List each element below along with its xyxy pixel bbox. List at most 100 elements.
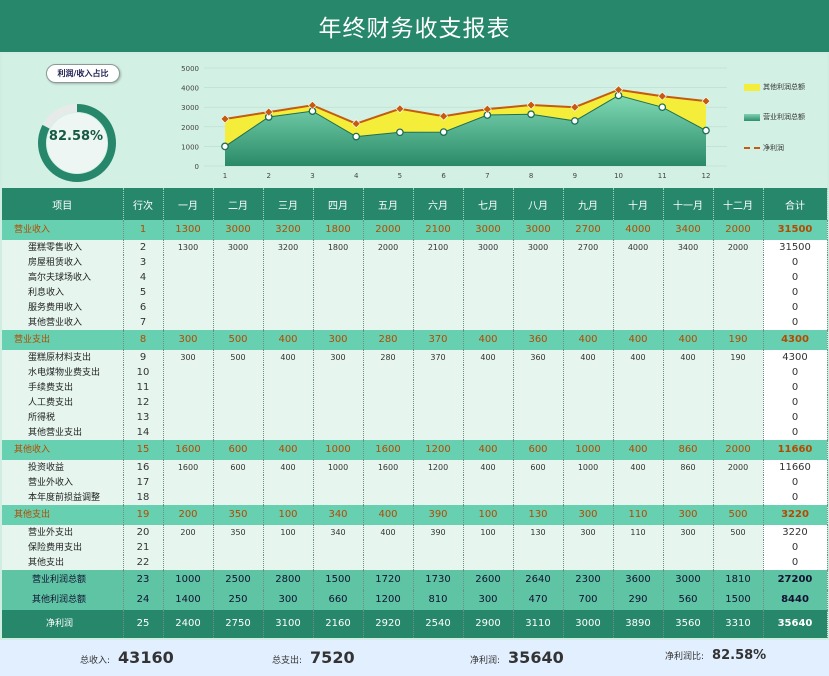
row-index[interactable]: 13 — [123, 410, 164, 425]
month-cell[interactable]: 110 — [613, 525, 664, 540]
month-cell[interactable]: 400 — [613, 350, 664, 365]
month-cell[interactable] — [213, 300, 264, 315]
row-index[interactable]: 19 — [123, 505, 164, 525]
month-cell[interactable] — [163, 410, 214, 425]
month-cell[interactable]: 100 — [463, 525, 514, 540]
month-cell[interactable]: 600 — [213, 460, 264, 475]
month-cell[interactable] — [363, 255, 414, 270]
month-cell[interactable] — [313, 540, 364, 555]
month-cell[interactable] — [263, 395, 314, 410]
month-cell[interactable]: 400 — [263, 330, 314, 350]
month-cell[interactable]: 1200 — [413, 440, 464, 460]
month-cell[interactable] — [513, 540, 564, 555]
row-label[interactable]: 营业外支出 — [2, 525, 124, 540]
month-cell[interactable]: 2000 — [363, 240, 414, 255]
ratio-button[interactable]: 利润/收入占比 — [46, 64, 120, 83]
month-cell[interactable] — [563, 425, 614, 440]
row-index[interactable]: 8 — [123, 330, 164, 350]
month-cell[interactable] — [263, 315, 314, 330]
month-cell[interactable] — [213, 555, 264, 570]
month-cell[interactable] — [613, 270, 664, 285]
month-cell[interactable]: 1600 — [163, 460, 214, 475]
row-label[interactable]: 投资收益 — [2, 460, 124, 475]
month-cell[interactable] — [363, 490, 414, 505]
month-cell[interactable] — [363, 395, 414, 410]
month-cell[interactable] — [713, 315, 764, 330]
month-cell[interactable] — [263, 490, 314, 505]
month-cell[interactable] — [663, 425, 714, 440]
month-cell[interactable] — [413, 285, 464, 300]
month-cell[interactable]: 2100 — [413, 240, 464, 255]
month-cell[interactable]: 1500 — [713, 590, 764, 610]
month-cell[interactable] — [463, 395, 514, 410]
month-cell[interactable] — [613, 425, 664, 440]
month-cell[interactable] — [463, 380, 514, 395]
month-cell[interactable]: 300 — [663, 525, 714, 540]
month-cell[interactable]: 1300 — [163, 240, 214, 255]
month-cell[interactable]: 100 — [263, 525, 314, 540]
month-cell[interactable] — [563, 555, 614, 570]
month-cell[interactable] — [513, 395, 564, 410]
month-cell[interactable]: 100 — [463, 505, 514, 525]
month-cell[interactable] — [313, 270, 364, 285]
month-cell[interactable] — [363, 270, 414, 285]
month-cell[interactable] — [413, 270, 464, 285]
month-cell[interactable] — [713, 380, 764, 395]
month-cell[interactable] — [313, 475, 364, 490]
row-label[interactable]: 其他支出 — [2, 555, 124, 570]
month-cell[interactable]: 2920 — [363, 610, 414, 638]
month-cell[interactable] — [263, 540, 314, 555]
month-cell[interactable]: 3000 — [213, 220, 264, 240]
month-cell[interactable]: 200 — [163, 505, 214, 525]
row-label[interactable]: 蛋糕原材料支出 — [2, 350, 124, 365]
month-cell[interactable]: 1000 — [313, 460, 364, 475]
row-index[interactable]: 22 — [123, 555, 164, 570]
month-cell[interactable]: 300 — [163, 350, 214, 365]
month-cell[interactable]: 390 — [413, 525, 464, 540]
month-cell[interactable] — [313, 410, 364, 425]
total-cell[interactable]: 0 — [763, 255, 828, 270]
total-cell[interactable]: 3220 — [763, 505, 828, 525]
month-cell[interactable]: 470 — [513, 590, 564, 610]
month-cell[interactable]: 400 — [363, 525, 414, 540]
month-cell[interactable] — [213, 395, 264, 410]
month-cell[interactable]: 2000 — [713, 460, 764, 475]
month-cell[interactable] — [363, 540, 414, 555]
month-cell[interactable]: 3000 — [463, 220, 514, 240]
month-cell[interactable] — [713, 540, 764, 555]
month-cell[interactable] — [563, 540, 614, 555]
month-cell[interactable] — [413, 365, 464, 380]
row-index[interactable]: 4 — [123, 270, 164, 285]
month-cell[interactable]: 300 — [463, 590, 514, 610]
month-cell[interactable] — [163, 555, 214, 570]
row-index[interactable]: 12 — [123, 395, 164, 410]
month-cell[interactable] — [663, 380, 714, 395]
total-cell[interactable]: 0 — [763, 540, 828, 555]
month-cell[interactable] — [213, 475, 264, 490]
month-cell[interactable] — [613, 315, 664, 330]
month-cell[interactable] — [313, 555, 364, 570]
month-cell[interactable] — [513, 365, 564, 380]
month-cell[interactable] — [263, 410, 314, 425]
month-cell[interactable]: 400 — [613, 330, 664, 350]
row-index[interactable]: 3 — [123, 255, 164, 270]
month-cell[interactable]: 400 — [663, 330, 714, 350]
month-cell[interactable]: 3000 — [463, 240, 514, 255]
month-cell[interactable] — [263, 555, 314, 570]
row-index[interactable]: 25 — [123, 610, 164, 638]
month-cell[interactable]: 2640 — [513, 570, 564, 590]
month-cell[interactable] — [713, 475, 764, 490]
month-cell[interactable] — [613, 475, 664, 490]
month-cell[interactable] — [563, 410, 614, 425]
month-cell[interactable]: 400 — [613, 440, 664, 460]
row-label[interactable]: 水电煤物业费支出 — [2, 365, 124, 380]
month-cell[interactable]: 2000 — [713, 220, 764, 240]
month-cell[interactable]: 300 — [563, 525, 614, 540]
month-cell[interactable] — [263, 255, 314, 270]
month-cell[interactable] — [513, 490, 564, 505]
month-cell[interactable] — [713, 255, 764, 270]
month-cell[interactable] — [163, 380, 214, 395]
month-cell[interactable]: 3600 — [613, 570, 664, 590]
month-cell[interactable]: 400 — [563, 350, 614, 365]
month-cell[interactable]: 3110 — [513, 610, 564, 638]
